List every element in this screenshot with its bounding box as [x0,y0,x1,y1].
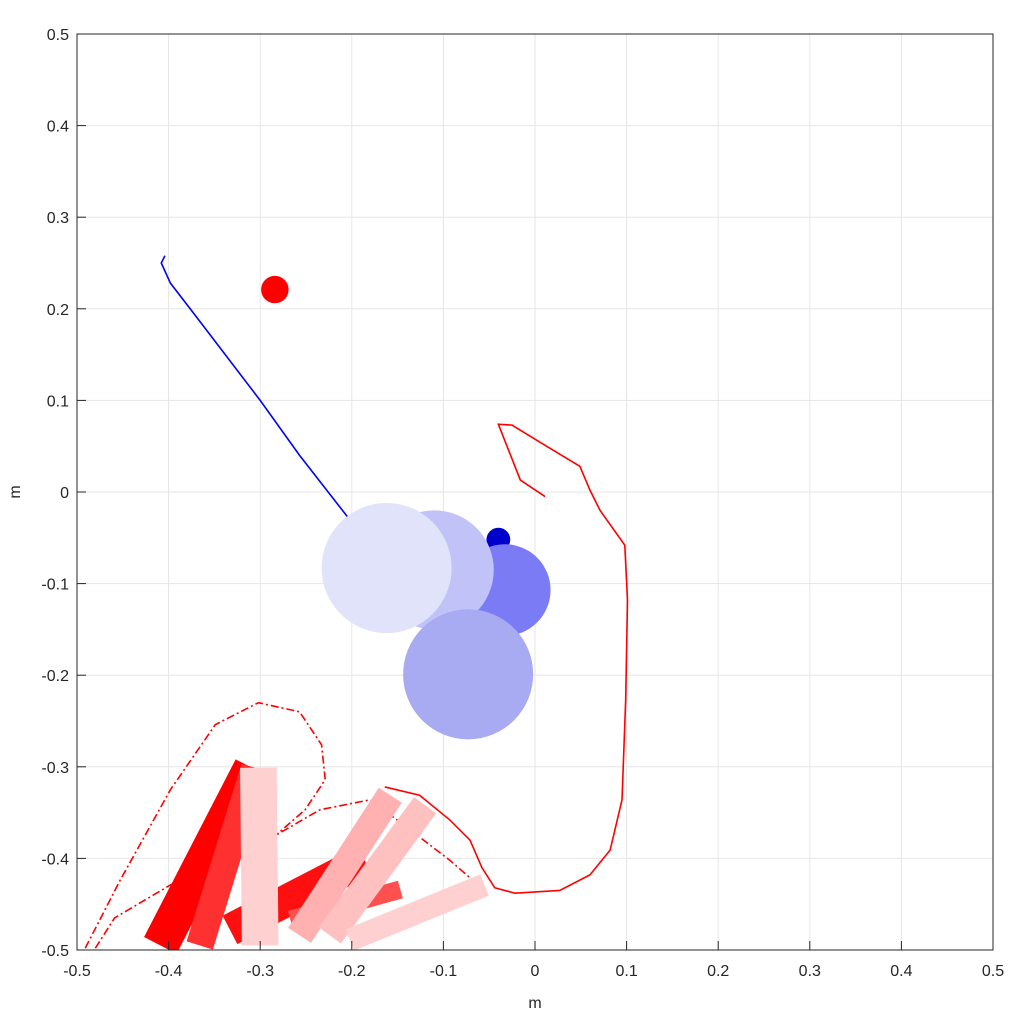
circle-mark [321,502,452,634]
x-tick-label: -0.4 [155,963,183,980]
circle-mark [403,609,534,740]
y-axis-label: m [7,485,24,498]
x-tick-label: 0.1 [615,963,637,980]
y-tick-label: -0.3 [41,760,69,777]
y-tick-label: 0.4 [47,119,69,136]
link [240,767,279,946]
y-tick-label: 0.1 [47,393,69,410]
y-tick-label: 0.5 [47,27,69,44]
trajectory [384,423,629,895]
trajectory [84,701,327,949]
x-tick-label: 0.5 [982,963,1004,980]
x-tick-label: -0.2 [338,963,366,980]
x-tick-label: 0.2 [707,963,729,980]
trajectory [160,255,349,519]
x-tick-label: -0.1 [430,963,458,980]
trajectory [94,798,479,949]
x-tick-label: -0.3 [246,963,274,980]
y-tick-label: 0.3 [47,210,69,227]
y-tick-label: 0 [60,485,69,502]
link [288,787,402,943]
x-tick-label: -0.5 [63,963,91,980]
link [345,874,489,950]
y-tick-label: -0.5 [41,943,69,960]
x-axis-label: m [528,995,541,1012]
x-tick-label: 0.3 [799,963,821,980]
y-tick-label: 0.2 [47,302,69,319]
y-tick-label: -0.2 [41,668,69,685]
link [318,797,437,944]
x-tick-label: 0.4 [890,963,912,980]
y-tick-label: -0.1 [41,577,69,594]
y-tick-label: -0.4 [41,851,69,868]
x-tick-label: 0 [531,963,540,980]
circle-mark [261,275,289,304]
